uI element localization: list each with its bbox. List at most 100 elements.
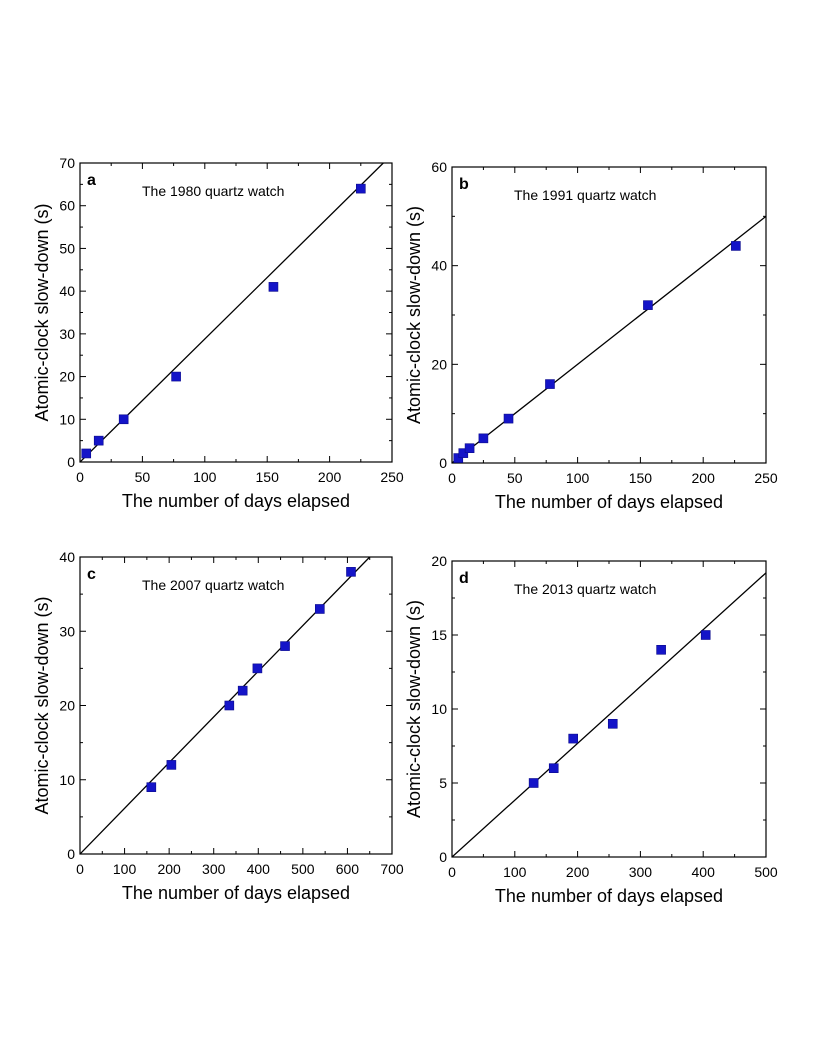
- data-point: [464, 443, 475, 454]
- data-point: [731, 241, 741, 251]
- y-tick-label: 10: [59, 772, 75, 788]
- x-tick-label: 50: [135, 469, 151, 485]
- x-tick-label: 150: [629, 470, 653, 486]
- x-tick-label: 400: [692, 864, 716, 880]
- x-axis-label: The number of days elapsed: [122, 883, 350, 903]
- panel-b: 0 50 100 150 200 250 0 20 40 60 b The 1991 quartz w…: [404, 159, 778, 512]
- panel-letter: c: [87, 566, 96, 583]
- x-tick-label: 100: [193, 469, 217, 485]
- data-point: [528, 778, 539, 788]
- x-tick-label: 150: [256, 469, 280, 485]
- y-tick-label: 10: [431, 701, 447, 717]
- x-tick-label: 0: [448, 470, 456, 486]
- data-point: [171, 371, 181, 382]
- x-tick-label: 600: [336, 861, 360, 877]
- data-point: [503, 413, 514, 424]
- y-tick-label: 40: [431, 258, 447, 274]
- y-axis-label: Atomic-clock slow-down (s): [32, 203, 52, 421]
- x-axis-label: The number of days elapsed: [495, 492, 723, 512]
- x-axis-label: The number of days elapsed: [122, 491, 350, 511]
- panel-letter: a: [87, 172, 96, 189]
- x-tick-label: 0: [76, 469, 84, 485]
- x-tick-label: 200: [157, 861, 181, 877]
- data-point: [93, 435, 104, 446]
- data-point: [355, 183, 366, 194]
- data-point: [607, 718, 618, 729]
- y-tick-label: 30: [59, 623, 75, 639]
- fit-line: [452, 572, 766, 857]
- x-tick-label: 100: [566, 470, 590, 486]
- y-tick-label: 60: [59, 198, 75, 214]
- y-tick-label: 15: [431, 627, 447, 643]
- x-tick-label: 50: [507, 470, 523, 486]
- fit-line: [452, 215, 766, 463]
- y-tick-label: 10: [59, 411, 75, 427]
- y-tick-label: 0: [67, 454, 75, 470]
- y-tick-label: 40: [59, 549, 75, 565]
- data-point: [224, 700, 235, 711]
- x-tick-label: 300: [202, 861, 226, 877]
- x-tick-label: 500: [291, 861, 315, 877]
- panel-c: 0 100 200 300 400 500 600 700 0 10 20 30 40 c The 2007…: [32, 549, 404, 903]
- data-point: [656, 644, 666, 655]
- panel-letter: b: [459, 176, 469, 193]
- y-tick-label: 20: [431, 553, 447, 569]
- x-tick-label: 200: [566, 864, 590, 880]
- plot-frame: [451, 166, 767, 464]
- y-tick-label: 5: [439, 775, 447, 791]
- x-tick-label: 100: [113, 861, 137, 877]
- x-tick-label: 250: [754, 470, 778, 486]
- y-tick-label: 40: [59, 283, 75, 299]
- y-tick-label: 20: [431, 356, 447, 372]
- data-point: [346, 567, 356, 577]
- data-point: [314, 604, 325, 614]
- y-tick-label: 0: [67, 846, 75, 862]
- y-tick-label: 60: [431, 159, 447, 175]
- y-tick-label: 70: [59, 155, 75, 171]
- data-point: [700, 630, 711, 640]
- x-tick-label: 0: [448, 864, 456, 880]
- plot-frame: [79, 556, 393, 855]
- data-point: [568, 733, 579, 744]
- y-tick-label: 0: [439, 849, 447, 865]
- data-point: [166, 760, 177, 770]
- panel-title: The 2013 quartz watch: [514, 581, 656, 597]
- panel-letter: d: [459, 570, 469, 587]
- data-point: [146, 782, 157, 792]
- data-point: [81, 448, 92, 459]
- data-point: [458, 448, 469, 458]
- data-point: [252, 663, 263, 674]
- x-tick-label: 0: [76, 861, 84, 877]
- x-tick-label: 400: [247, 861, 271, 877]
- data-point: [643, 300, 653, 310]
- y-tick-label: 0: [439, 455, 447, 471]
- data-point: [237, 685, 248, 696]
- y-axis-label: Atomic-clock slow-down (s): [32, 596, 52, 814]
- plot-frame: [451, 560, 767, 858]
- x-tick-label: 500: [754, 864, 778, 880]
- panel-title: The 2007 quartz watch: [142, 577, 284, 593]
- data-point: [545, 379, 555, 389]
- data-point: [118, 414, 129, 425]
- x-tick-label: 200: [318, 469, 342, 485]
- y-tick-label: 20: [59, 369, 75, 385]
- panel-a: 0 50 100 150 200 250 0 10 20 30 40 50 60 70 a The 1980 …: [32, 155, 404, 511]
- data-point: [268, 282, 279, 292]
- x-tick-label: 100: [503, 864, 527, 880]
- panel-title: The 1980 quartz watch: [142, 183, 284, 199]
- data-point: [478, 433, 489, 444]
- panel-d: 0 100 200 300 400 500 0 5 10 15 20 d The 2013 quartz…: [404, 553, 778, 906]
- x-tick-label: 200: [692, 470, 716, 486]
- y-tick-label: 20: [59, 698, 75, 714]
- x-tick-label: 250: [380, 469, 404, 485]
- fit-line: [80, 163, 385, 462]
- y-axis-label: Atomic-clock slow-down (s): [404, 600, 424, 818]
- data-point: [280, 641, 290, 651]
- x-tick-label: 700: [380, 861, 404, 877]
- data-point: [453, 453, 464, 463]
- y-axis-label: Atomic-clock slow-down (s): [404, 206, 424, 424]
- y-tick-label: 50: [59, 240, 75, 256]
- data-point: [548, 763, 559, 774]
- y-tick-label: 30: [59, 326, 75, 342]
